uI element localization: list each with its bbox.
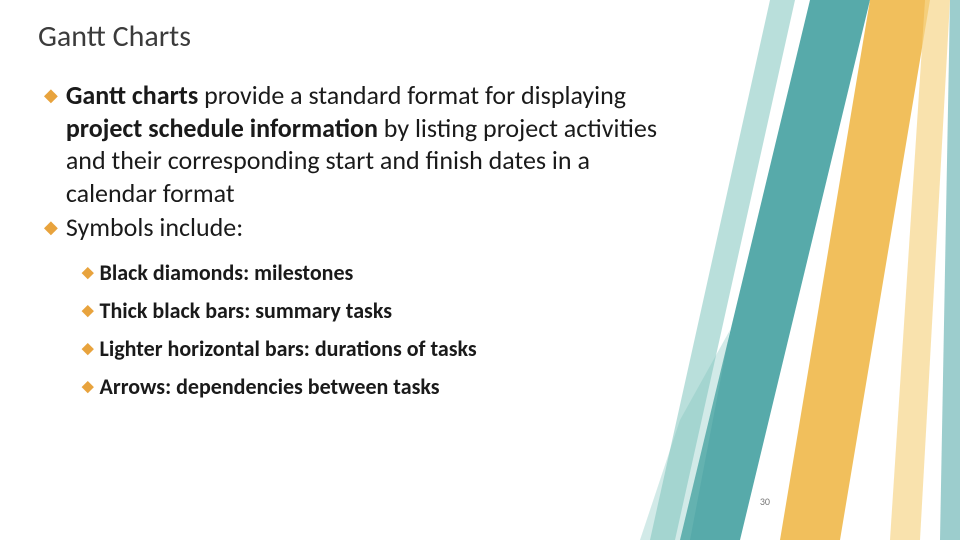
bullet-level2: ◆ Lighter horizontal bars: durations of … [82,332,922,366]
bullet-level1: ◆ Gantt charts provide a standard format… [44,79,922,209]
bullet-text: Thick black bars: summary tasks [100,294,392,328]
diamond-icon: ◆ [44,79,58,111]
bullet-level2: ◆ Arrows: dependencies between tasks [82,370,922,404]
spacer [38,246,922,256]
slide-title: Gantt Charts [38,18,922,55]
text-run: provide a standard format for displaying [198,79,626,111]
bullet-level2: ◆ Thick black bars: summary tasks [82,294,922,328]
bold-run: Gantt charts [66,79,198,111]
bullet-text: Gantt charts provide a standard format f… [66,79,686,209]
diamond-icon: ◆ [82,332,94,366]
diamond-icon: ◆ [44,211,58,243]
bold-run: project schedule information [66,112,378,144]
diamond-icon: ◆ [82,370,94,404]
diamond-icon: ◆ [82,256,94,290]
slide: Gantt Charts ◆ Gantt charts provide a st… [0,0,960,540]
page-number: 30 [760,495,770,508]
bullet-level2: ◆ Black diamonds: milestones [82,256,922,290]
bullet-text: Symbols include: [66,211,686,244]
diamond-icon: ◆ [82,294,94,328]
slide-body: ◆ Gantt charts provide a standard format… [38,79,922,404]
bullet-text: Arrows: dependencies between tasks [100,370,440,404]
bullet-level1: ◆ Symbols include: [44,211,922,244]
bullet-text: Black diamonds: milestones [100,256,354,290]
bullet-text: Lighter horizontal bars: durations of ta… [100,332,477,366]
